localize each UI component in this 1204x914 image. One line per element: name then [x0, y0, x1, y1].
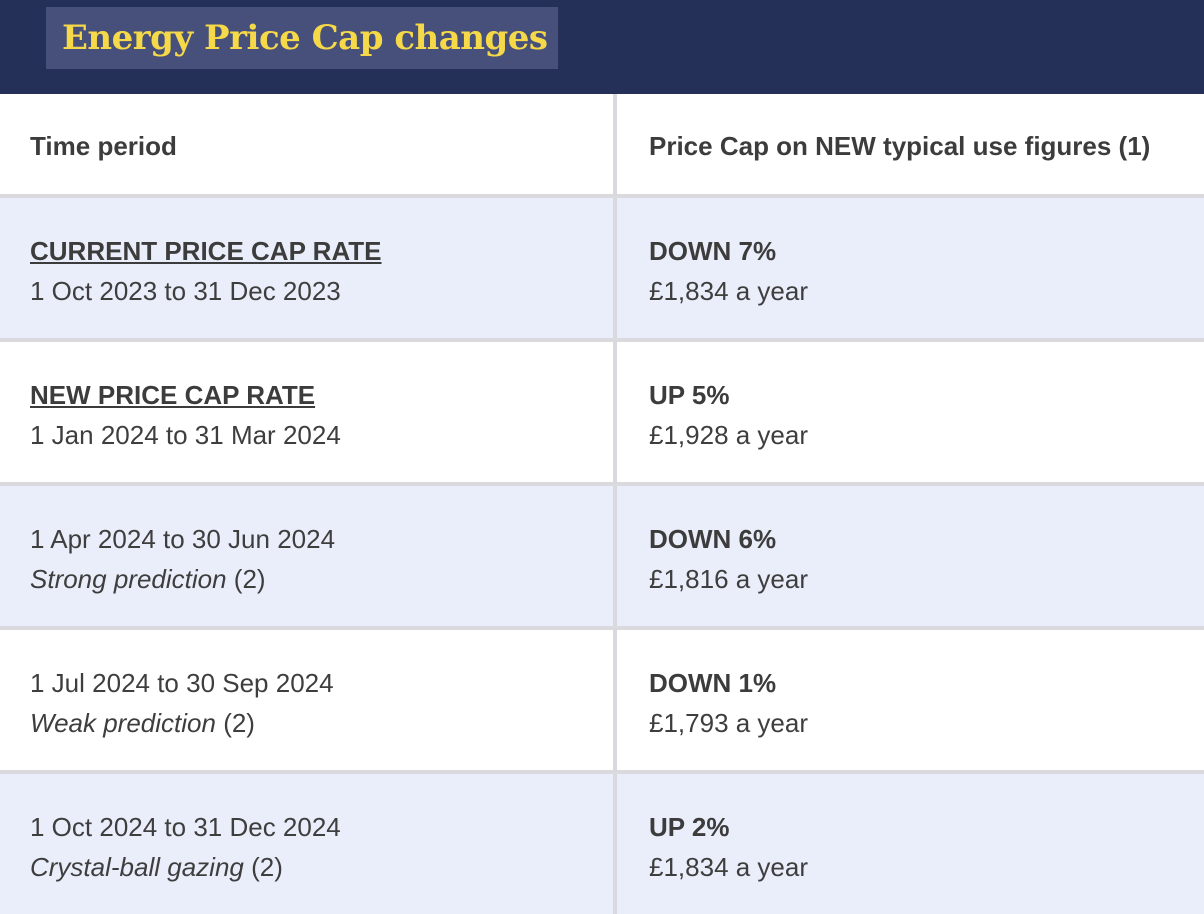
annual-price: £1,793 a year	[649, 708, 809, 738]
page-header: Energy Price Cap changes	[0, 0, 1204, 94]
footnote-ref: (2)	[233, 564, 266, 594]
prediction-note: Strong prediction (2)	[30, 564, 266, 594]
column-header-price-cap: Price Cap on NEW typical use figures (1)	[617, 94, 1204, 194]
period-dates: 1 Apr 2024 to 30 Jun 2024	[30, 524, 336, 554]
price-change: DOWN 7%	[649, 236, 777, 266]
footnote-ref: (2)	[251, 852, 283, 882]
table-row: NEW PRICE CAP RATE 1 Jan 2024 to 31 Mar …	[0, 342, 1204, 482]
prediction-strength: Crystal-ball gazing	[30, 852, 244, 882]
price-change: DOWN 1%	[649, 668, 777, 698]
page-title: Energy Price Cap changes	[46, 7, 558, 69]
price-cap-cell: DOWN 1% £1,793 a year	[617, 630, 1204, 770]
new-price-cap-link[interactable]: NEW PRICE CAP RATE	[30, 380, 316, 410]
current-price-cap-link[interactable]: CURRENT PRICE CAP RATE	[30, 236, 382, 266]
table-row: 1 Apr 2024 to 30 Jun 2024 Strong predict…	[0, 486, 1204, 626]
table-header-row: Time period Price Cap on NEW typical use…	[0, 94, 1204, 194]
table-row: 1 Oct 2024 to 31 Dec 2024 Crystal-ball g…	[0, 774, 1204, 914]
period-dates: 1 Oct 2023 to 31 Dec 2023	[30, 276, 341, 306]
price-change: UP 5%	[649, 380, 730, 410]
time-period-cell: NEW PRICE CAP RATE 1 Jan 2024 to 31 Mar …	[0, 342, 613, 482]
price-change: DOWN 6%	[649, 524, 777, 554]
period-dates: 1 Oct 2024 to 31 Dec 2024	[30, 812, 341, 842]
footnote-ref: (2)	[223, 708, 255, 738]
table-row: CURRENT PRICE CAP RATE 1 Oct 2023 to 31 …	[0, 198, 1204, 338]
price-cap-cell: DOWN 7% £1,834 a year	[617, 198, 1204, 338]
period-dates: 1 Jul 2024 to 30 Sep 2024	[30, 668, 334, 698]
annual-price: £1,928 a year	[649, 420, 809, 450]
price-change: UP 2%	[649, 812, 730, 842]
period-dates: 1 Jan 2024 to 31 Mar 2024	[30, 420, 341, 450]
prediction-note: Crystal-ball gazing (2)	[30, 852, 283, 882]
price-cap-cell: UP 2% £1,834 a year	[617, 774, 1204, 914]
price-cap-cell: UP 5% £1,928 a year	[617, 342, 1204, 482]
time-period-cell: CURRENT PRICE CAP RATE 1 Oct 2023 to 31 …	[0, 198, 613, 338]
annual-price: £1,834 a year	[649, 276, 809, 306]
time-period-cell: 1 Apr 2024 to 30 Jun 2024 Strong predict…	[0, 486, 613, 626]
price-cap-table: Time period Price Cap on NEW typical use…	[0, 94, 1204, 914]
table-row: 1 Jul 2024 to 30 Sep 2024 Weak predictio…	[0, 630, 1204, 770]
time-period-cell: 1 Oct 2024 to 31 Dec 2024 Crystal-ball g…	[0, 774, 613, 914]
price-cap-cell: DOWN 6% £1,816 a year	[617, 486, 1204, 626]
annual-price: £1,816 a year	[649, 564, 809, 594]
prediction-note: Weak prediction (2)	[30, 708, 255, 738]
prediction-strength: Strong prediction	[30, 564, 227, 594]
time-period-cell: 1 Jul 2024 to 30 Sep 2024 Weak predictio…	[0, 630, 613, 770]
annual-price: £1,834 a year	[649, 852, 809, 882]
column-header-time-period: Time period	[0, 94, 613, 194]
prediction-strength: Weak prediction	[30, 708, 216, 738]
